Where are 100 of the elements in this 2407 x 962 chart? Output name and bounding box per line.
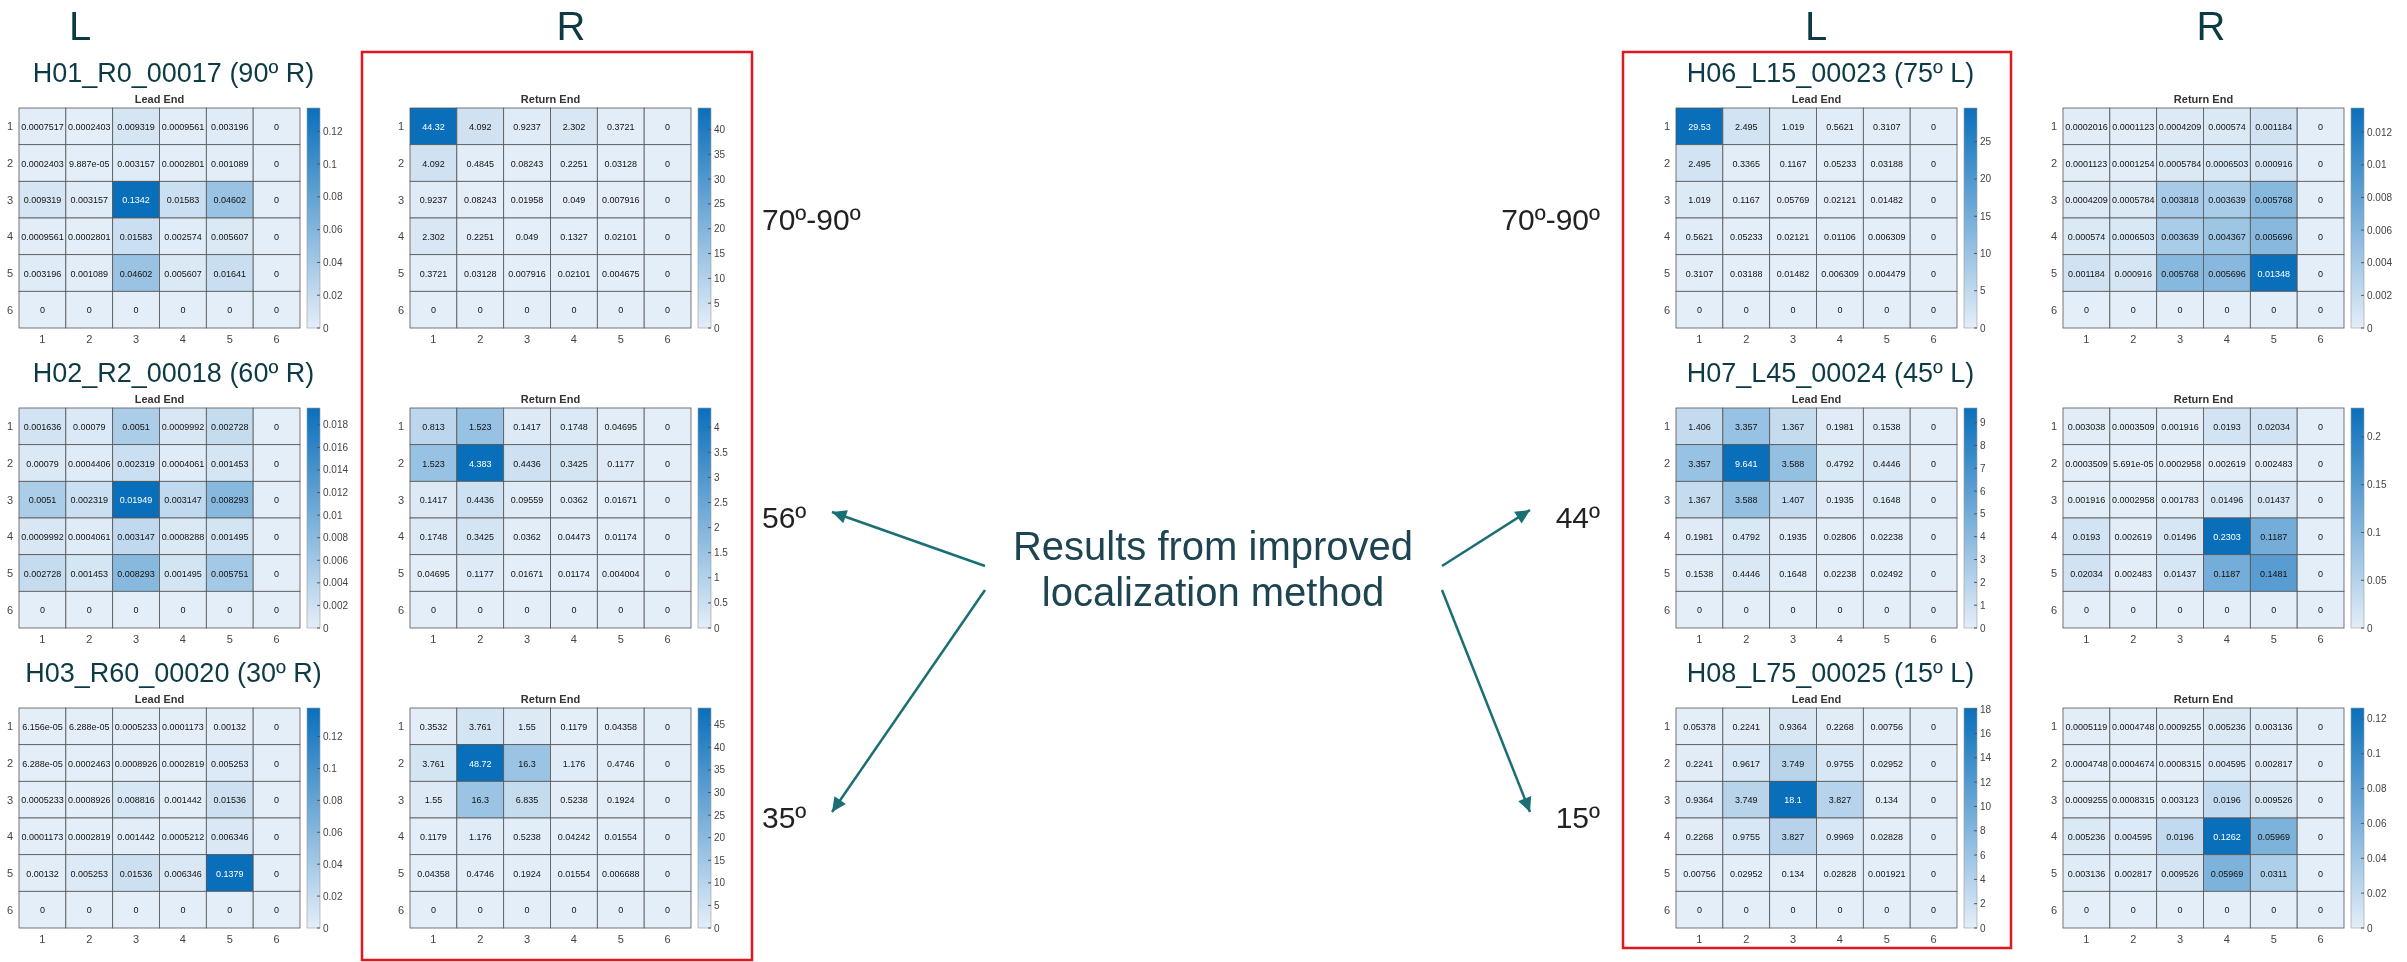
data-label: 0: [665, 605, 671, 616]
color-bar-label: 9: [1980, 417, 1986, 429]
color-bar-label: 0: [2367, 322, 2373, 334]
data-label: 0.08243: [510, 158, 544, 169]
data-label: 0.01482: [1870, 195, 1904, 206]
data-label: 0: [180, 905, 186, 916]
data-label: 0: [2130, 605, 2136, 616]
x-tick-label: 5: [1883, 933, 1890, 945]
x-tick-label: 4: [2223, 333, 2230, 345]
x-tick-label: 1: [1696, 333, 1703, 345]
text: L: [1804, 4, 1828, 48]
x-tick-label: 1: [2083, 933, 2090, 945]
data-label: 0.0004748: [2065, 758, 2108, 769]
data-label: 0.02828: [1870, 831, 1904, 842]
x-tick-label: 2: [1743, 333, 1750, 345]
data-label: 0.001184: [2255, 121, 2293, 132]
data-label: 0.005607: [164, 268, 202, 279]
data-label: 0: [1931, 531, 1937, 542]
data-label: 0: [665, 421, 671, 432]
data-label: 0: [2318, 605, 2324, 616]
color-bar-label: 1: [714, 572, 720, 584]
y-tick-label: 6: [397, 603, 404, 616]
data-label: 0.03188: [1729, 268, 1763, 279]
data-label: 0: [227, 305, 233, 316]
data-label: 0.002728: [23, 568, 62, 579]
data-label: 0.0002958: [2158, 458, 2202, 469]
data-label: 6.156e-05: [22, 721, 63, 732]
x-tick-label: 3: [524, 333, 531, 345]
data-label: 0: [2318, 868, 2324, 879]
data-label: 0.3532: [419, 721, 448, 732]
data-label: 0.2251: [466, 231, 495, 242]
data-label: 0.0005233: [114, 721, 158, 732]
data-label: 0.003639: [2208, 195, 2246, 206]
color-bar-label: 25: [714, 198, 726, 210]
data-label: 0.4845: [466, 158, 495, 169]
x-tick-label: 5: [226, 933, 233, 945]
data-label: 0.1167: [1779, 158, 1807, 169]
data-label: 0.005696: [2254, 231, 2293, 242]
data-label: 0: [665, 268, 671, 279]
data-label: 0.005253: [210, 758, 249, 769]
x-tick-label: 1: [2083, 633, 2090, 645]
data-label: 0.0001173: [161, 721, 204, 732]
data-label: 0.001442: [117, 831, 155, 842]
data-label: 0.002728: [210, 421, 249, 432]
data-label: 0.2241: [1685, 758, 1714, 769]
data-label: 0: [2318, 531, 2324, 542]
data-label: 0.02952: [1729, 868, 1763, 879]
data-label: 0: [2318, 758, 2324, 769]
y-tick-label: 2: [6, 457, 13, 469]
y-tick-label: 4: [2050, 830, 2057, 843]
data-label: 0: [665, 795, 671, 806]
data-label: 0.0002801: [161, 158, 205, 169]
y-tick-label: 3: [1663, 793, 1670, 806]
data-label: 0: [2318, 831, 2324, 842]
data-label: 0.1924: [513, 868, 541, 879]
data-label: 0: [665, 758, 671, 769]
data-label: 0: [180, 305, 186, 316]
color-bar-label: 0.1: [323, 158, 338, 170]
chart-subtitle: H02_R2_00018 (60º R): [32, 358, 315, 388]
data-label: 0: [430, 905, 436, 916]
color-bar-label: 0.008: [323, 532, 349, 544]
x-tick-label: 2: [86, 333, 93, 345]
x-tick-label: 6: [664, 633, 671, 645]
data-label: 0.0002403: [67, 121, 111, 132]
data-label: 0: [274, 758, 280, 769]
x-tick-label: 3: [1790, 633, 1797, 645]
data-label: 0.5238: [560, 795, 588, 806]
y-tick-label: 5: [1663, 567, 1670, 579]
data-label: 0: [618, 305, 624, 316]
data-label: 0.001495: [164, 568, 202, 579]
data-label: 0.001453: [210, 458, 249, 469]
data-label: 0.9237: [419, 195, 448, 206]
color-bar-label: 3.5: [714, 446, 729, 458]
data-label: 0: [665, 721, 671, 732]
data-label: 0: [133, 305, 139, 316]
data-label: 3.827: [1781, 831, 1805, 842]
chart-subtitle: H03_R60_00020 (30º R): [25, 658, 322, 688]
data-label: 6.288e-05: [68, 721, 110, 732]
data-label: 0: [665, 458, 671, 469]
data-label: 0: [1931, 268, 1937, 279]
color-bar-label: 0.04: [323, 858, 343, 870]
x-tick-label: 2: [477, 333, 484, 345]
color-bar-label: 0.02: [2367, 887, 2387, 899]
color-bar-label: 0.002: [323, 599, 349, 611]
x-tick-label: 5: [617, 933, 624, 945]
color-bar-label: 2: [1980, 898, 1986, 910]
data-label: 1.406: [1688, 421, 1711, 432]
data-label: 0.04602: [119, 268, 153, 279]
text: 35º: [762, 801, 807, 834]
data-label: 0.0196: [2213, 795, 2241, 806]
y-tick-label: 1: [397, 720, 404, 733]
data-label: 0: [274, 195, 280, 206]
data-label: 0.2268: [1685, 831, 1714, 842]
x-tick-label: 4: [179, 933, 186, 945]
data-label: 0: [1931, 831, 1937, 842]
data-label: 0.2303: [2213, 531, 2241, 542]
color-bar-label: 0.008: [2367, 191, 2393, 203]
color-bar-label: 0.01: [323, 509, 343, 521]
text: L: [68, 4, 92, 48]
color-bar-label: 8: [1980, 439, 1986, 451]
